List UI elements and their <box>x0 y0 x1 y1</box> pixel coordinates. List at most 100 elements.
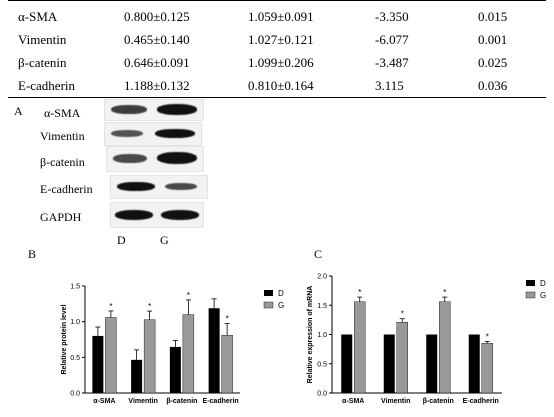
band-d <box>115 210 153 220</box>
significance-star: * <box>358 288 361 297</box>
category-label: α-SMA <box>93 398 115 405</box>
y-tick-label: 1.5 <box>317 303 327 310</box>
bar <box>143 319 156 394</box>
row-p-value: 0.015 <box>478 9 508 24</box>
legend-label: D <box>540 279 546 288</box>
band-d <box>117 182 155 191</box>
bar <box>481 343 493 394</box>
panel-a-letter: A <box>14 104 23 118</box>
category-label: Vimentin <box>128 398 157 405</box>
row-p-value: 0.025 <box>478 55 508 70</box>
row-g-value: 1.059±0.091 <box>248 9 314 24</box>
significance-star: * <box>401 310 404 319</box>
category-label: β-catenin <box>166 398 197 405</box>
lane-label-g: G <box>160 233 169 247</box>
category-label: Vimentin <box>381 398 410 405</box>
y-tick-label: 0.5 <box>70 355 80 362</box>
legend-label: D <box>278 289 284 298</box>
row-g-value: 1.099±0.206 <box>248 55 314 70</box>
band-g <box>165 183 197 190</box>
band-g <box>155 129 195 138</box>
bar <box>396 322 408 394</box>
blot-strip-asma <box>104 99 204 121</box>
bar <box>105 317 117 394</box>
y-axis-label: Relative expression of mRNA <box>307 286 314 384</box>
blot-label-asma: α-SMA <box>44 106 81 120</box>
panel-b-letter: B <box>28 247 37 261</box>
lane-label-d: D <box>117 233 126 247</box>
category-label: E-cadherin <box>203 398 239 405</box>
bar <box>426 334 438 393</box>
row-name: β-catenin <box>18 55 67 70</box>
row-d-value: 0.465±0.140 <box>124 32 190 47</box>
blot-label-beta-catenin: β-catenin <box>40 155 85 169</box>
significance-star: * <box>226 315 229 324</box>
band-d <box>113 154 147 163</box>
bar <box>169 346 181 393</box>
chart-b-protein-level: 0.0 0.5 1.0 1.5 Relative protein level * α-SMA… <box>61 284 284 406</box>
bar <box>208 308 220 393</box>
band-d <box>111 130 143 137</box>
legend-label: G <box>540 291 546 300</box>
bar <box>354 301 366 394</box>
row-t-value: 3.115 <box>375 78 404 93</box>
row-t-value: -3.487 <box>375 55 409 70</box>
legend-swatch <box>525 291 536 299</box>
y-tick-label: 1.5 <box>70 284 80 291</box>
row-p-value: 0.036 <box>478 78 508 93</box>
blot-label-e-cadherin: E-cadherin <box>40 182 93 196</box>
bar <box>92 335 104 393</box>
row-g-value: 1.027±0.121 <box>248 32 314 47</box>
legend-swatch <box>526 280 535 286</box>
y-tick-label: 0.0 <box>317 391 327 398</box>
significance-star: * <box>443 288 446 297</box>
row-d-value: 0.646±0.091 <box>124 55 190 70</box>
significance-star: * <box>187 291 190 300</box>
y-axis-label: Relative protein level <box>61 304 68 374</box>
significance-star: * <box>148 302 151 311</box>
row-d-value: 1.188±0.132 <box>124 78 190 93</box>
table-rule-bottom <box>8 97 546 98</box>
bar <box>182 314 195 394</box>
y-tick-label: 2.0 <box>317 274 327 281</box>
bar <box>383 334 395 393</box>
blot-strip-e-cadherin <box>110 175 208 199</box>
legend-swatch <box>264 290 273 296</box>
legend-swatch <box>263 301 274 309</box>
row-t-value: -3.350 <box>375 9 409 24</box>
blot-strip-gapdh <box>110 202 204 228</box>
significance-star: * <box>486 333 489 342</box>
category-label: α-SMA <box>342 398 364 405</box>
category-label: β-catenin <box>423 398 454 405</box>
bar <box>341 334 353 393</box>
bar <box>131 359 143 393</box>
y-tick-label: 1.0 <box>317 332 327 339</box>
blot-label-gapdh: GAPDH <box>40 210 82 224</box>
row-name: E-cadherin <box>18 78 76 93</box>
y-tick-label: 0.0 <box>70 391 80 398</box>
band-g <box>161 210 199 220</box>
y-tick-label: 1.0 <box>70 319 80 326</box>
row-name: Vimentin <box>18 32 67 47</box>
table-rule-top <box>8 0 546 1</box>
bar <box>221 335 233 394</box>
row-d-value: 0.800±0.125 <box>124 9 190 24</box>
blot-label-vimentin: Vimentin <box>40 129 85 143</box>
row-name: α-SMA <box>18 9 58 24</box>
bar <box>468 334 480 393</box>
row-g-value: 0.810±0.164 <box>248 78 314 93</box>
row-t-value: -6.077 <box>375 32 409 47</box>
band-g <box>157 152 197 164</box>
row-p-value: 0.001 <box>478 32 508 47</box>
band-d <box>111 105 147 114</box>
significance-star: * <box>109 302 112 311</box>
blot-strip-vimentin <box>104 122 202 146</box>
blot-strip-beta-catenin <box>106 146 204 172</box>
legend-label: G <box>278 301 284 310</box>
panel-c-letter: C <box>314 247 323 261</box>
band-g <box>157 104 197 115</box>
bar <box>439 301 451 394</box>
y-tick-label: 0.5 <box>317 361 327 368</box>
category-label: E-cadherin <box>463 398 499 405</box>
